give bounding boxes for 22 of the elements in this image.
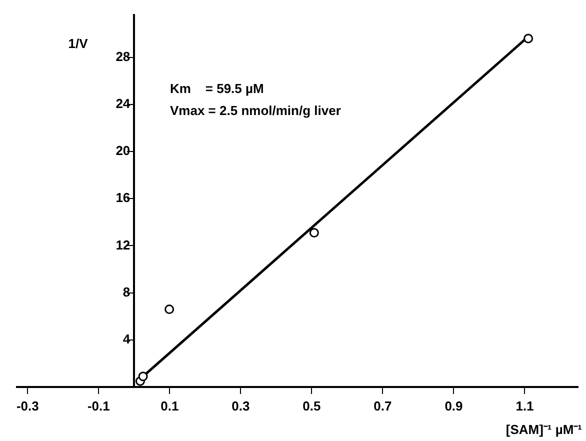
x-tick-label: 0.3: [232, 398, 250, 414]
y-tick-label: 28: [116, 48, 130, 64]
y-tick-label: 12: [116, 237, 130, 252]
point: [164, 304, 174, 314]
y-tick-label: 8: [122, 284, 130, 300]
x-tick-label: 0.1: [160, 398, 179, 414]
x-tick-label: 0.9: [444, 398, 463, 414]
y-tick-label: 20: [116, 143, 130, 158]
x-tick-label: 0.7: [374, 398, 392, 414]
y-tick-label: 24: [116, 96, 131, 112]
point: [524, 34, 534, 44]
annotation: Km = 59.5 µM: [170, 81, 264, 96]
y-axis-title: 1/V: [68, 36, 88, 51]
annotation: Vmax = 2.5 nmol/min/g liver: [170, 103, 341, 118]
point: [309, 228, 319, 238]
x-tick-label: -0.3: [16, 398, 39, 414]
x-tick-label: 0.5: [302, 398, 321, 414]
x-tick-label: -0.1: [87, 398, 110, 414]
x-axis-title: [SAM]⁻¹ µM⁻¹: [506, 422, 582, 437]
y-tick-label: 16: [116, 190, 130, 206]
x-tick-label: 1.1: [516, 398, 534, 414]
point: [138, 372, 148, 382]
